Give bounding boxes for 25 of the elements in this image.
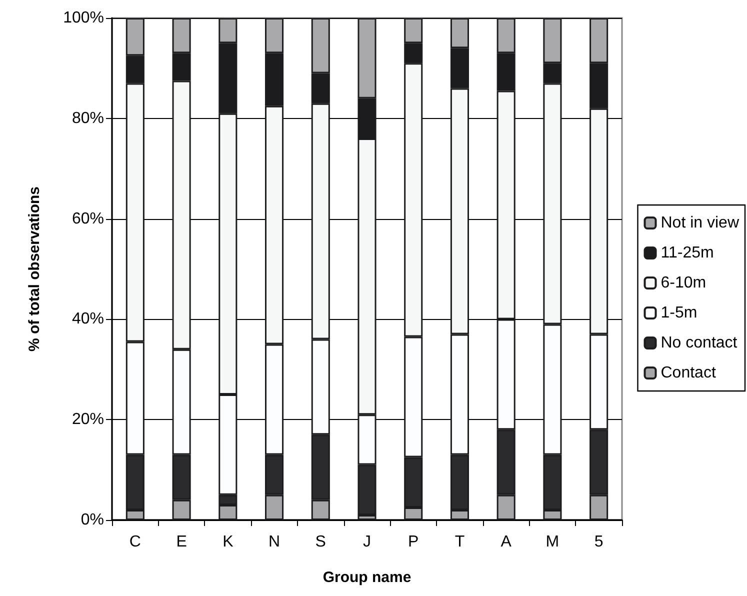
legend-label: 11-25m <box>660 244 714 262</box>
legend-label: 6-10m <box>660 274 706 292</box>
y-tick-label: 40% <box>72 310 104 328</box>
y-tick-label: 0% <box>80 512 104 528</box>
x-tick-label: M <box>546 534 560 550</box>
x-tick-label: P <box>408 534 419 550</box>
y-tick-label: 100% <box>63 10 104 26</box>
legend-label: Not in view <box>660 214 740 232</box>
x-tick-label: S <box>315 534 326 550</box>
y-tick-label: 60% <box>72 210 104 228</box>
y-tick-label: 80% <box>72 110 104 127</box>
x-tick-label: A <box>500 534 512 550</box>
x-tick-label: N <box>268 534 280 550</box>
x-tick-label: C <box>129 534 141 550</box>
x-tick-label: T <box>454 534 465 550</box>
x-tick-label: K <box>222 534 234 550</box>
x-tick-label: 5 <box>594 534 604 550</box>
legend-label: No contact <box>660 334 738 352</box>
x-tick-label: E <box>176 534 187 550</box>
legend-label: Contact <box>660 364 716 382</box>
y-tick-label: 20% <box>72 411 104 428</box>
x-axis-title: Group name <box>322 569 412 586</box>
x-tick-label: J <box>363 534 371 550</box>
y-axis-title: % of total observations <box>26 186 43 352</box>
legend-label: 1-5m <box>660 304 698 322</box>
